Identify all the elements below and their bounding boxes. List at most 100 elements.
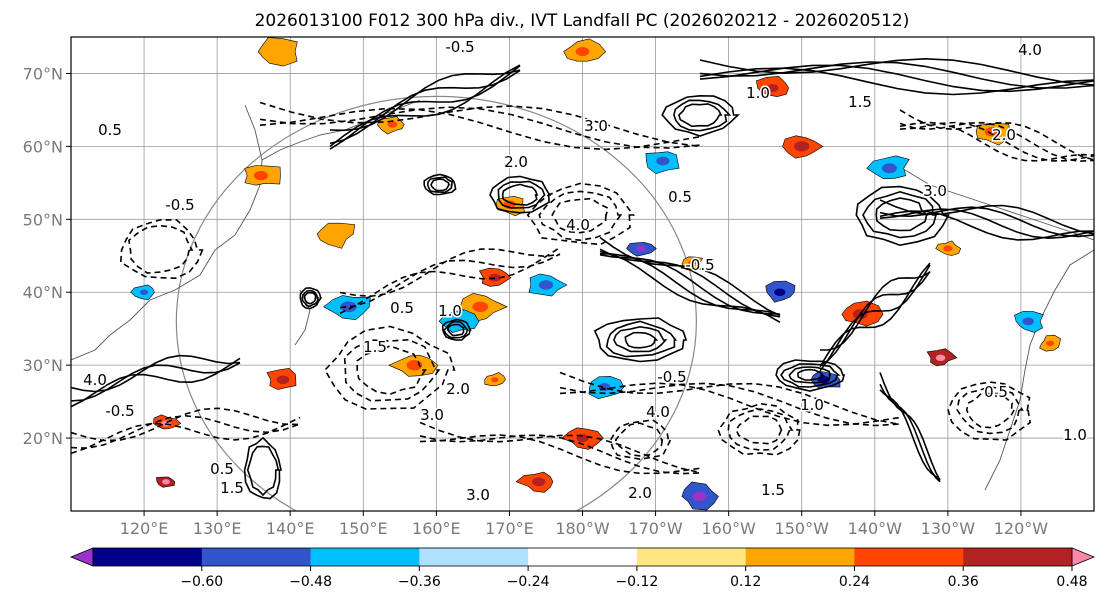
shaded-blob-core [984, 127, 999, 137]
positive-contour [301, 289, 320, 308]
positive-contour [699, 67, 1094, 96]
positive-contour [329, 64, 521, 148]
shaded-blob-core [1022, 317, 1034, 326]
positive-contour [677, 103, 723, 128]
shaded-blob-core [491, 377, 499, 383]
contour-label: 2.0 [992, 126, 1016, 144]
shaded-blob-core [656, 156, 670, 166]
positive-contour [879, 383, 941, 483]
shaded-blob-core [140, 289, 149, 295]
positive-contour [699, 57, 1094, 86]
colorbar-segment [201, 548, 312, 566]
colorbar-tick-label: −0.12 [615, 574, 658, 590]
positive-contour [599, 252, 781, 316]
contour-label: 1.0 [1063, 426, 1087, 444]
negative-contour [356, 345, 427, 396]
shaded-blob-core [267, 46, 284, 57]
colorbar-tick-label: 0.36 [948, 574, 979, 590]
colorbar-tick-label: −0.48 [289, 574, 332, 590]
negative-contour [526, 182, 636, 246]
shaded-blob-core [326, 228, 342, 239]
negative-contour [551, 197, 609, 234]
negative-contour [339, 253, 561, 309]
shaded-blob-core [538, 280, 554, 290]
negative-contour [559, 382, 901, 427]
negative-contour [419, 434, 701, 475]
positive-contour [441, 318, 472, 341]
x-tick-label: 180°W [555, 519, 610, 538]
positive-contour [879, 372, 941, 481]
colorbar: −0.60 −0.48 −0.36 −0.24 −0.12 0.12 0.24 0.36 0.4… [69, 547, 1096, 590]
positive-contour [299, 287, 323, 310]
negative-contour [899, 121, 1094, 162]
negative-contour [614, 422, 664, 457]
colorbar-segment [854, 548, 964, 566]
positive-contour [797, 368, 825, 381]
contour-label: 1.5 [761, 481, 785, 499]
positive-contour [819, 271, 931, 366]
y-tick-label: 50°N [23, 210, 63, 229]
colorbar-tick-label: 0.12 [730, 574, 761, 590]
negative-contour [538, 190, 623, 242]
positive-contour [605, 320, 678, 358]
colorbar-tick-label: −0.24 [507, 574, 550, 590]
colorbar-segment [528, 548, 638, 566]
colorbar-frame [92, 547, 1073, 567]
positive-contour [819, 262, 931, 368]
positive-contour [780, 363, 841, 388]
positive-contour [303, 291, 317, 305]
positive-contour [879, 210, 1094, 241]
positive-contour [71, 357, 241, 408]
colorbar-segment [93, 548, 203, 566]
contour-label: 1.5 [848, 93, 872, 111]
y-axis-ticks: 20°N 30°N 40°N 50°N 60°N 70°N [23, 64, 71, 448]
shaded-blob-core [575, 47, 590, 57]
negative-contour [71, 407, 301, 442]
negative-contour [259, 106, 701, 149]
y-tick-label: 60°N [23, 137, 63, 156]
shaded-blob-core [276, 375, 290, 385]
shaded-blob-core [254, 170, 268, 181]
negative-contour [71, 416, 301, 455]
x-tick-label: 170°E [485, 519, 534, 538]
negative-contour [727, 408, 794, 451]
negative-contour [128, 224, 194, 274]
shaded-blob-core [387, 121, 398, 128]
colorbar-segment [636, 548, 747, 566]
shaded-blob-core [1046, 340, 1055, 346]
negative-contour [965, 392, 1016, 429]
contour-label: 3.0 [584, 117, 608, 135]
negative-contour [343, 338, 441, 402]
negative-contour [559, 371, 901, 426]
x-tick-label: 140°W [848, 519, 903, 538]
colorbar-tick-label: 0.48 [1056, 574, 1087, 590]
positive-contour [329, 65, 521, 150]
coastline-segment [261, 99, 421, 161]
x-tick-label: 130°W [921, 519, 976, 538]
shaded-blob-core [636, 245, 646, 252]
shaded-blob-core [935, 354, 946, 362]
negative-contour [559, 382, 901, 427]
negative-contour [71, 414, 301, 449]
contour-label: -0.5 [165, 196, 194, 214]
coastline-segment [71, 104, 263, 361]
colorbar-extend-low [69, 547, 94, 567]
colorbar-segment [963, 548, 1073, 566]
colorbar-extend-high [1071, 547, 1096, 567]
positive-contour [501, 183, 539, 206]
positive-contour [879, 208, 1094, 240]
positive-contour [599, 254, 781, 315]
contour-label: -0.5 [685, 256, 714, 274]
shaded-blob-core [881, 163, 897, 174]
contour-label: 2.0 [628, 484, 652, 502]
x-tick-label: 170°W [628, 519, 683, 538]
negative-contour [339, 246, 561, 315]
x-tick-label: 150°W [775, 519, 830, 538]
negative-contour [899, 121, 1094, 162]
shaded-blob-core [774, 288, 786, 296]
contour-label: -0.5 [445, 38, 474, 56]
contour-label: 4.0 [83, 371, 107, 389]
x-tick-label: 160°E [412, 519, 461, 538]
y-tick-label: 70°N [23, 64, 63, 83]
contour-label: 0.5 [668, 188, 692, 206]
